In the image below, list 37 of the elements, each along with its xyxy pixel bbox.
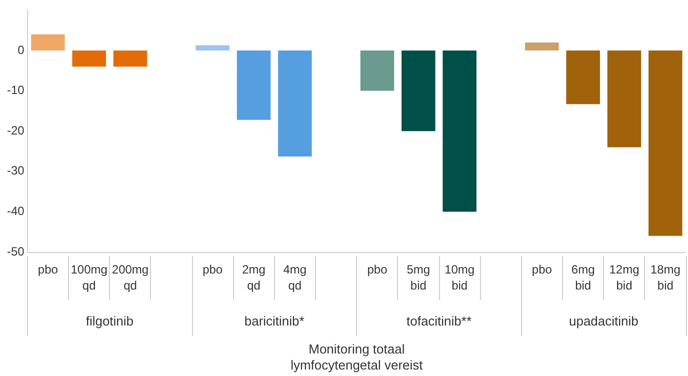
bar xyxy=(648,50,682,236)
y-tick-label: -40 xyxy=(7,204,25,218)
bar xyxy=(360,50,394,91)
bar xyxy=(402,50,436,132)
bar xyxy=(525,42,559,50)
x-tick-label: pbo xyxy=(38,262,58,276)
bar xyxy=(72,50,106,67)
text: baricitinib* xyxy=(244,314,304,329)
x-tick-label: 6mg bid xyxy=(571,262,595,292)
x-tick-label: 100mg qd xyxy=(70,262,108,292)
x-tick-label: 200mg qd xyxy=(112,262,149,292)
x-tick-label: 4mg qd xyxy=(283,262,307,292)
y-tick-label: -30 xyxy=(7,164,25,178)
x-tick-label: 2mg qd xyxy=(242,262,266,292)
x-tick-label: 18mg bid xyxy=(650,262,680,292)
bar xyxy=(566,50,600,104)
bar xyxy=(236,50,271,120)
x-tick-label: 5mg bid xyxy=(406,262,430,292)
text: upadacitinib xyxy=(568,314,638,329)
x-tick-label: pbo xyxy=(532,262,552,276)
y-tick-label: -10 xyxy=(7,83,25,98)
bar xyxy=(196,45,230,50)
text: tofacitinib** xyxy=(406,314,472,329)
bar xyxy=(442,50,476,212)
y-tick-label: -20 xyxy=(7,123,25,138)
x-tick-label: pbo xyxy=(202,262,223,276)
bar xyxy=(113,50,148,67)
y-tick-label: 0 xyxy=(18,42,25,57)
x-tick-label: 12mg bid xyxy=(609,262,640,292)
x-axis-title: Monitoring totaal lymfocytengetal vereist xyxy=(290,342,424,373)
y-tick-label: -50 xyxy=(7,244,25,258)
text: filgotinib xyxy=(86,314,134,329)
bar xyxy=(607,50,642,148)
bar xyxy=(278,50,312,156)
x-tick-label: 10mg bid xyxy=(444,262,475,292)
x-tick-label: pbo xyxy=(367,262,388,276)
bar xyxy=(31,34,65,50)
